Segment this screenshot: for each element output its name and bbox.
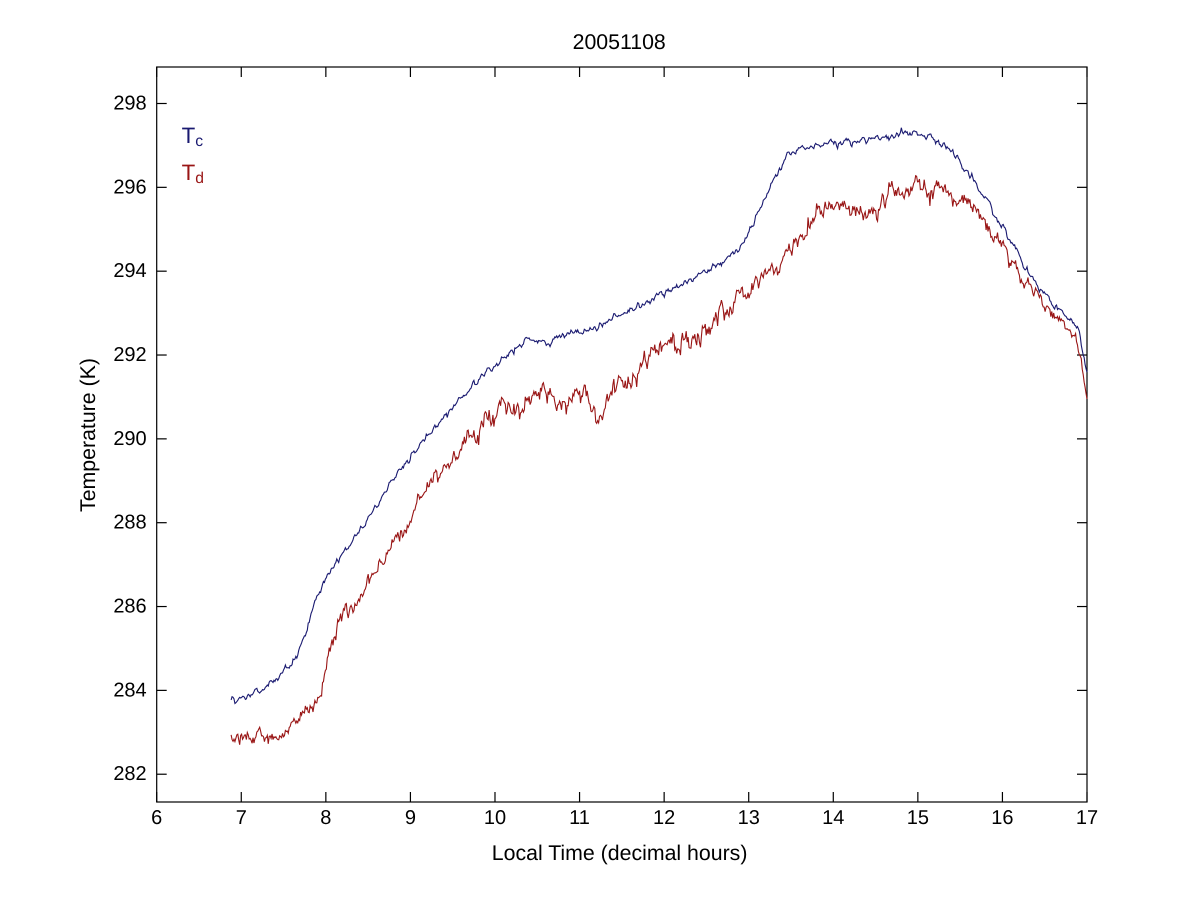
svg-text:7: 7 [236, 807, 247, 829]
svg-text:8: 8 [320, 807, 331, 829]
svg-text:296: 296 [113, 176, 146, 198]
svg-text:Local Time (decimal hours): Local Time (decimal hours) [492, 841, 748, 865]
svg-text:11: 11 [569, 807, 590, 829]
svg-text:13: 13 [738, 807, 760, 829]
svg-text:292: 292 [113, 344, 146, 366]
svg-text:17: 17 [1076, 807, 1098, 829]
svg-text:282: 282 [113, 763, 146, 785]
svg-text:12: 12 [653, 807, 675, 829]
svg-text:9: 9 [405, 807, 416, 829]
svg-text:10: 10 [484, 807, 506, 829]
svg-text:Temperature (K): Temperature (K) [76, 358, 100, 512]
svg-text:15: 15 [907, 807, 929, 829]
svg-text:288: 288 [113, 512, 146, 534]
svg-text:290: 290 [113, 428, 146, 450]
svg-text:Td: Td [182, 160, 204, 187]
svg-text:20051108: 20051108 [573, 30, 666, 54]
svg-text:284: 284 [113, 679, 146, 701]
svg-text:6: 6 [151, 807, 162, 829]
svg-text:14: 14 [822, 807, 844, 829]
svg-text:Tc: Tc [182, 123, 204, 150]
svg-text:298: 298 [113, 93, 146, 115]
svg-text:286: 286 [113, 596, 146, 618]
svg-text:294: 294 [113, 260, 146, 282]
svg-text:16: 16 [991, 807, 1013, 829]
